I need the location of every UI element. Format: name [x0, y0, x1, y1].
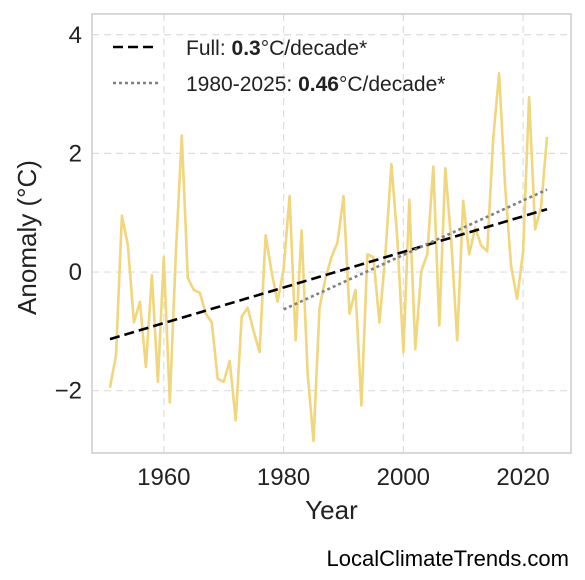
legend-rate-value: 0.3 — [232, 37, 261, 60]
y-tick-label: 0 — [69, 259, 82, 286]
full-trend-line — [109, 207, 548, 341]
y-tick-label: 4 — [69, 22, 82, 49]
y-axis-ticks: −2 0 2 4 — [55, 22, 82, 405]
y-tick-label: −2 — [55, 378, 82, 405]
legend-entry: Full: 0.3°C/decade* — [186, 37, 367, 60]
legend-prefix: 1980-2025: — [186, 73, 298, 96]
y-tick-label: 2 — [69, 140, 82, 167]
x-tick-label: 2020 — [496, 464, 549, 491]
legend-rate-value: 0.46 — [298, 73, 339, 96]
legend-entry: 1980-2025: 0.46°C/decade* — [186, 73, 445, 96]
x-axis-label: Year — [305, 495, 358, 525]
site-credit: LocalClimateTrends.com — [326, 546, 570, 571]
plot-frame — [91, 13, 572, 454]
x-tick-label: 1960 — [137, 464, 190, 491]
legend: Full: 0.3°C/decade*1980-2025: 0.46°C/dec… — [113, 37, 445, 96]
legend-prefix: Full: — [186, 37, 232, 60]
x-axis-ticks: 1960 1980 2000 2020 — [137, 464, 550, 491]
recent-trend-line — [283, 188, 548, 311]
y-axis-label: Anomaly (°C) — [12, 160, 42, 315]
x-tick-label: 2000 — [377, 464, 430, 491]
x-tick-label: 1980 — [257, 464, 310, 491]
legend-suffix: °C/decade* — [339, 73, 445, 96]
anomaly-series-line — [108, 72, 549, 443]
legend-suffix: °C/decade* — [261, 37, 367, 60]
series-layer — [108, 72, 549, 443]
